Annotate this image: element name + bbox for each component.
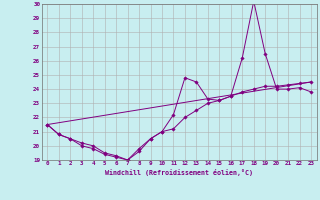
X-axis label: Windchill (Refroidissement éolien,°C): Windchill (Refroidissement éolien,°C) [105,169,253,176]
